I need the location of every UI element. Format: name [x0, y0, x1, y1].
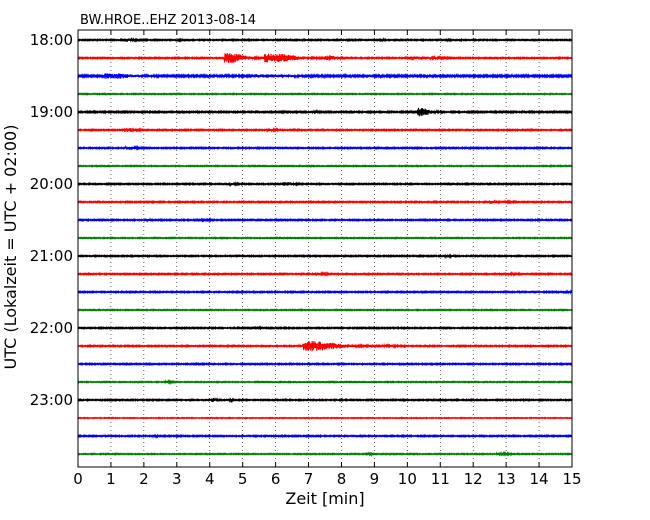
trace-2130 [77, 289, 573, 295]
x-ticks: 0 1 2 3 4 5 6 7 8 9 10 11 12 13 14 15 [73, 30, 582, 488]
x-tick-label: 12 [464, 470, 483, 488]
y-ticks: 18:00 19:00 20:00 21:00 22:00 23:00 [30, 31, 572, 409]
trace-2015 [77, 198, 573, 205]
trace-2215 [77, 340, 573, 351]
trace-2045 [77, 236, 573, 240]
y-axis-label: UTC (Lokalzeit = UTC + 02:00) [1, 125, 20, 370]
x-tick-label: 8 [337, 470, 347, 488]
trace-2200 [77, 325, 573, 331]
chart-title: BW.HROE..EHZ 2013-08-14 [80, 13, 256, 28]
trace-2000 [77, 181, 573, 188]
trace-2300 [77, 396, 573, 404]
y-tick-label: 20:00 [30, 175, 73, 193]
trace-1815 [77, 53, 573, 64]
trace-2115 [77, 270, 573, 277]
trace-2100 [77, 253, 573, 260]
trace-1800 [77, 37, 573, 43]
x-tick-label: 3 [172, 470, 182, 488]
plot-frame [77, 29, 573, 468]
grid-lines [110, 30, 540, 467]
trace-1945 [77, 164, 573, 168]
x-tick-label: 15 [562, 470, 581, 488]
x-tick-label: 0 [73, 470, 83, 488]
trace-1930 [77, 144, 573, 151]
y-tick-label: 22:00 [30, 319, 73, 337]
trace-2245 [77, 379, 573, 386]
y-tick-label: 18:00 [30, 31, 73, 49]
x-tick-label: 7 [304, 470, 314, 488]
trace-2145 [77, 308, 573, 312]
x-tick-label: 6 [271, 470, 281, 488]
x-tick-label: 13 [497, 470, 516, 488]
x-tick-label: 10 [398, 470, 417, 488]
x-tick-label: 14 [530, 470, 549, 488]
trace-1900 [77, 107, 573, 117]
y-tick-label: 19:00 [30, 103, 73, 121]
x-axis-label: Zeit [min] [285, 489, 364, 508]
x-tick-label: 2 [139, 470, 149, 488]
trace-2030 [77, 217, 573, 223]
x-tick-label: 5 [238, 470, 248, 488]
trace-2345 [77, 450, 573, 458]
trace-1915 [77, 126, 573, 133]
trace-1845 [77, 92, 573, 96]
y-tick-label: 21:00 [30, 247, 73, 265]
y-tick-label: 23:00 [30, 391, 73, 409]
x-tick-label: 11 [431, 470, 450, 488]
trace-2330 [77, 433, 573, 439]
traces [77, 37, 573, 458]
trace-2315 [77, 416, 573, 420]
trace-2230 [77, 361, 573, 367]
trace-1830 [77, 72, 573, 80]
x-tick-label: 4 [205, 470, 215, 488]
x-tick-label: 9 [370, 470, 380, 488]
x-tick-label: 1 [106, 470, 116, 488]
